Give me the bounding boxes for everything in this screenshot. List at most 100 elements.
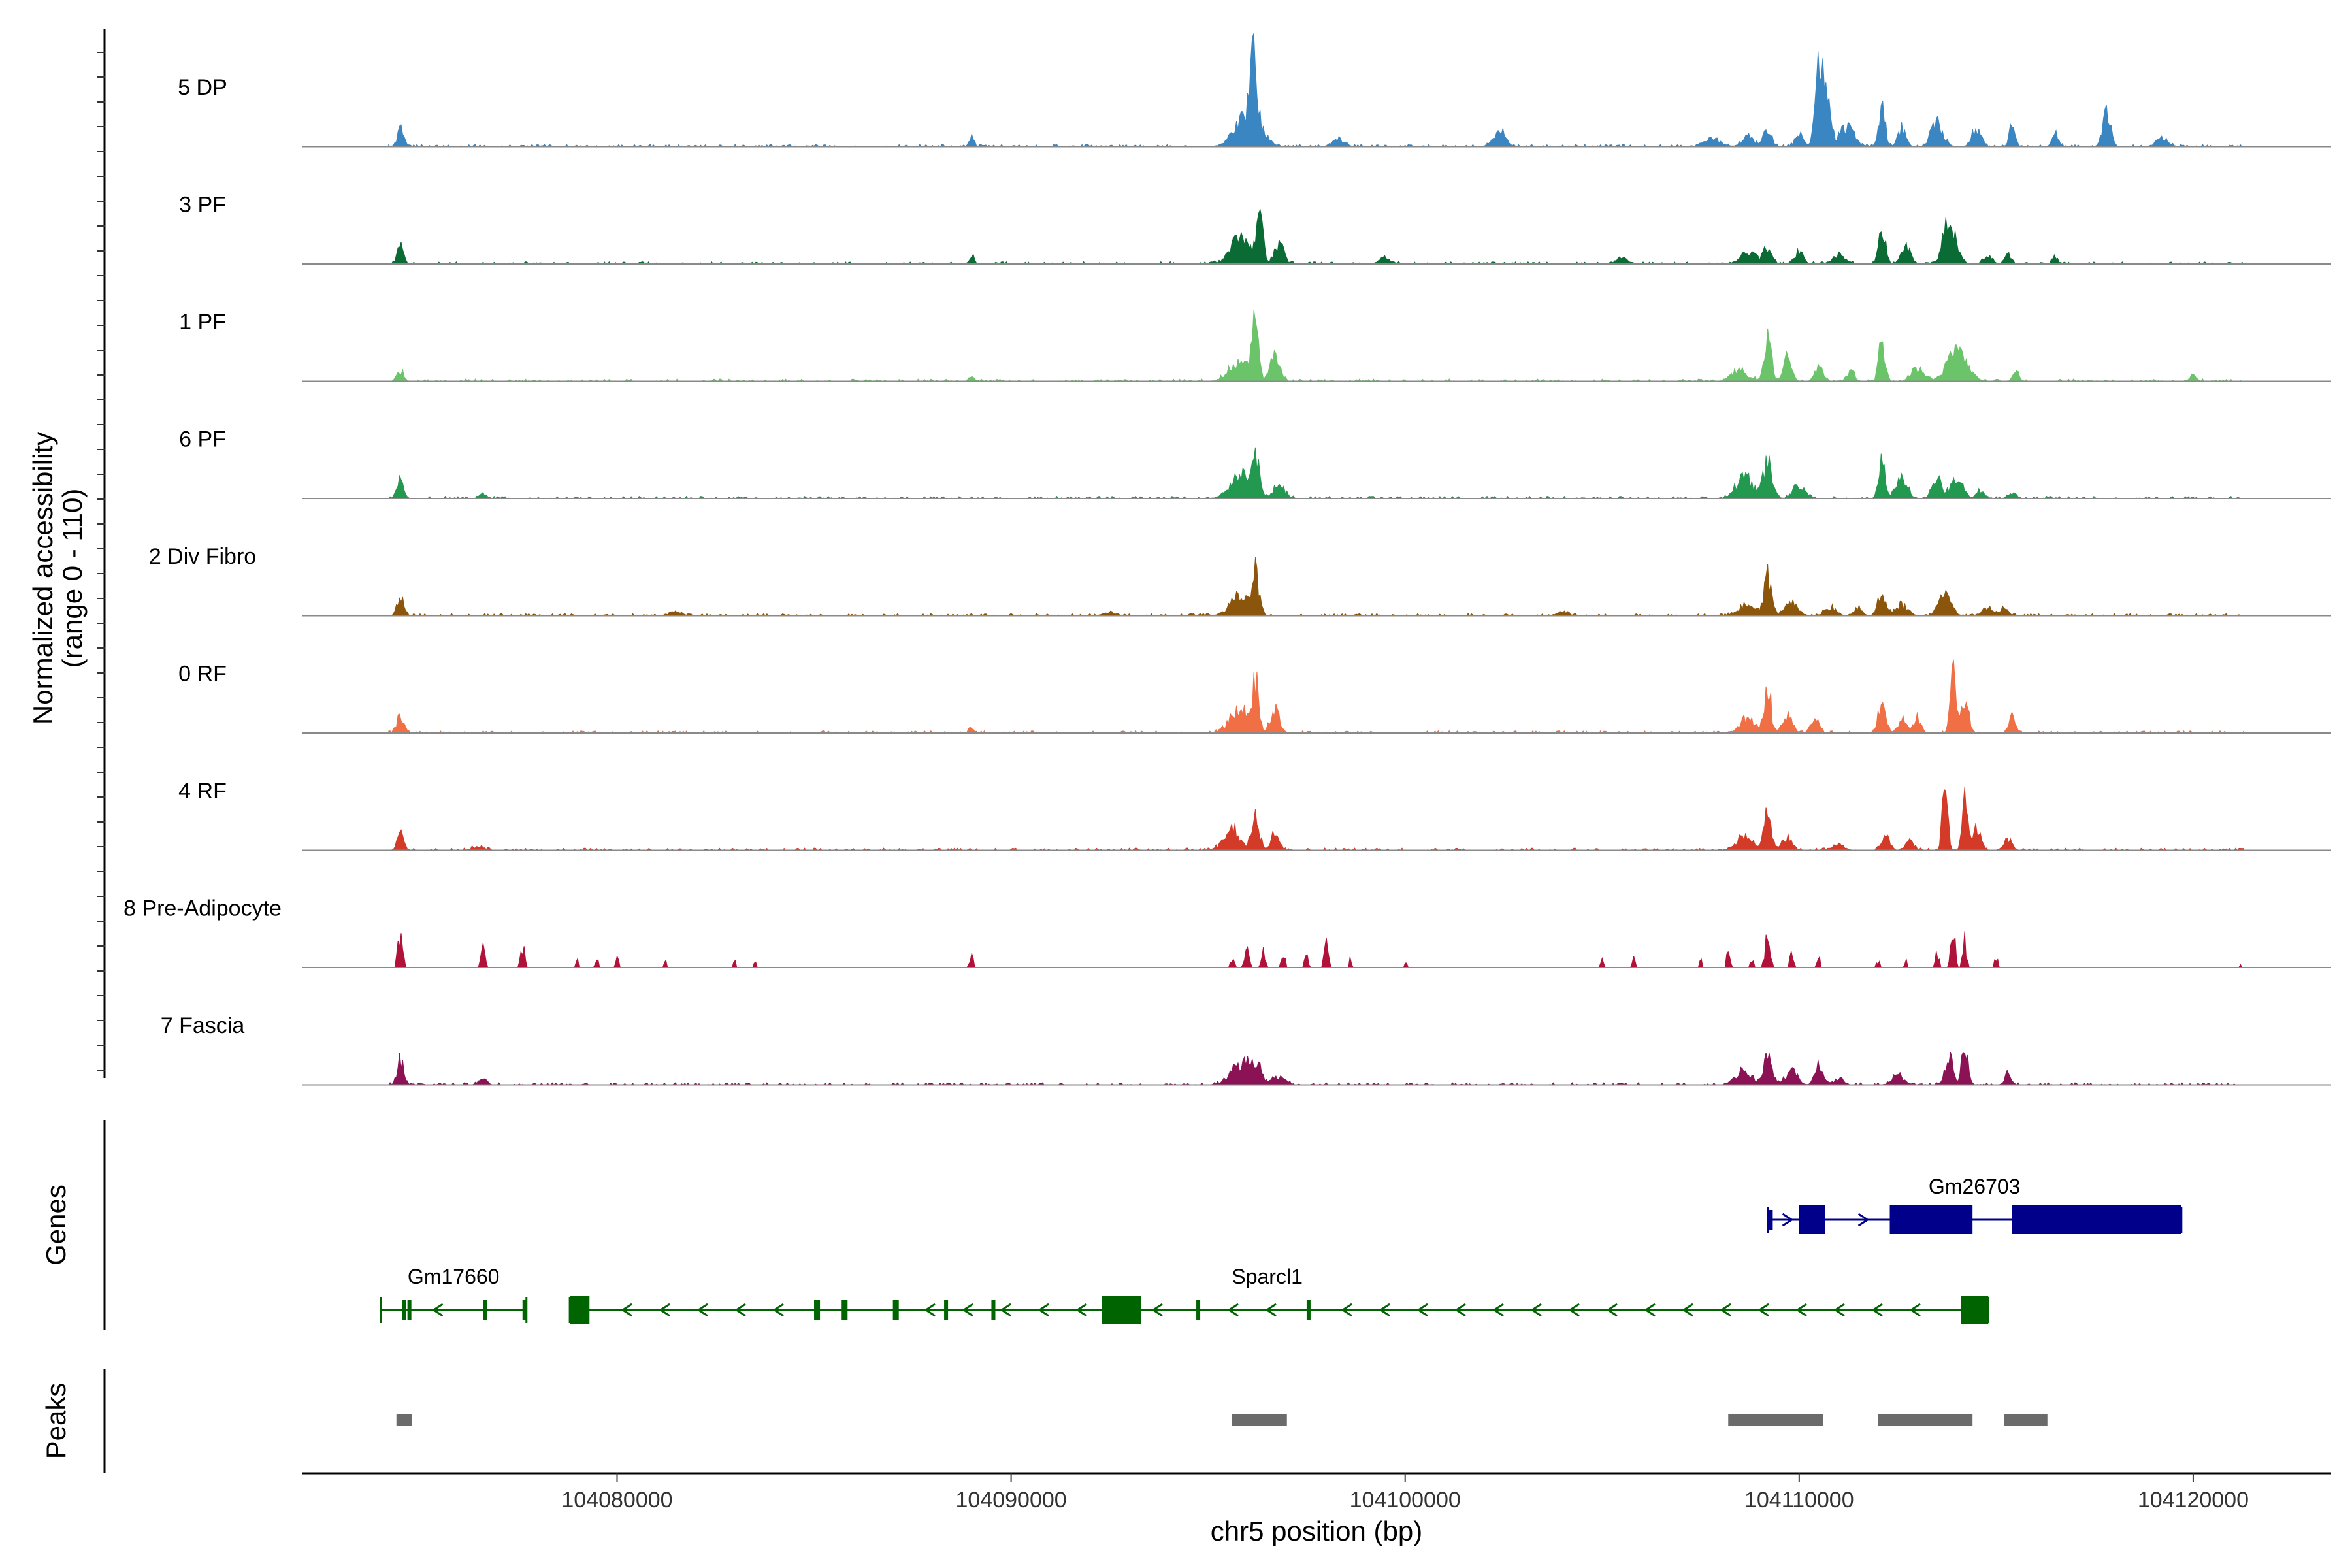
peak-regions xyxy=(396,1414,2048,1426)
strand-arrow xyxy=(734,1303,746,1317)
track-label: 6 PF xyxy=(179,427,226,452)
gene-name-label: Gm17660 xyxy=(408,1265,500,1288)
exon xyxy=(1768,1210,1773,1230)
track-7-fascia: 7 Fascia xyxy=(161,1013,2331,1086)
track-label: 8 Pre-Adipocyte xyxy=(123,896,282,921)
strand-arrow xyxy=(1644,1303,1656,1317)
x-tick-label: 104110000 xyxy=(1744,1488,1854,1512)
track-label: 0 RF xyxy=(178,662,227,687)
track-0-rf: 0 RF xyxy=(178,659,2331,734)
coverage-tracks: 5 DP 3 PF 1 PF 6 PF 2 Div Fibro 0 RF 4 RF 8 Pre… xyxy=(123,33,2331,1086)
strand-arrow xyxy=(1682,1303,1693,1317)
strand-arrow xyxy=(1757,1303,1769,1317)
gene-gm17660: Gm17660 xyxy=(380,1265,528,1323)
y-axis-ticks xyxy=(97,52,105,1071)
strand-arrow xyxy=(924,1303,936,1317)
exon xyxy=(814,1300,821,1320)
strand-arrow xyxy=(1416,1303,1428,1317)
track-2-div-fibro: 2 Div Fibro xyxy=(149,544,2331,617)
peak-region xyxy=(1878,1414,1973,1426)
coverage-area xyxy=(387,447,2244,499)
exon xyxy=(892,1300,899,1320)
strand-arrow xyxy=(1454,1303,1466,1317)
x-axis-ticks: 104080000 104090000 104100000 104110000 1041… xyxy=(561,1473,2249,1512)
peaks-axis-title: Peaks xyxy=(41,1383,71,1460)
strand-arrow xyxy=(1833,1303,1845,1317)
strand-arrow xyxy=(1530,1303,1542,1317)
exon xyxy=(944,1300,949,1320)
strand-arrow xyxy=(1871,1303,1883,1317)
track-4-rf: 4 RF xyxy=(178,779,2331,851)
x-axis-title: chr5 position (bp) xyxy=(1211,1516,1423,1546)
strand-arrow xyxy=(1227,1303,1239,1317)
gene-annotations: Gm26703 Gm17660 Sparcl1 xyxy=(380,1175,2183,1324)
y-axis-title-line1: Normalized accessibility xyxy=(27,432,58,725)
exon xyxy=(841,1300,848,1320)
strand-arrow xyxy=(1909,1303,1921,1317)
exon xyxy=(522,1300,527,1320)
strand-arrow xyxy=(621,1303,632,1317)
exon xyxy=(991,1300,996,1320)
x-tick-label: 104100000 xyxy=(1350,1488,1461,1512)
exon xyxy=(1196,1300,1201,1320)
exon xyxy=(402,1300,406,1320)
track-label: 2 Div Fibro xyxy=(149,544,256,569)
strand-arrow xyxy=(1037,1303,1049,1317)
genes-axis-title: Genes xyxy=(41,1184,71,1266)
exon xyxy=(570,1296,590,1324)
strand-arrow xyxy=(1151,1303,1163,1317)
strand-arrow xyxy=(1341,1303,1352,1317)
x-tick-label: 104120000 xyxy=(2138,1488,2249,1512)
track-label: 7 Fascia xyxy=(161,1013,245,1038)
coverage-area xyxy=(388,931,2244,968)
gene-sparcl1: Sparcl1 xyxy=(568,1265,1989,1324)
strand-arrow xyxy=(1857,1213,1870,1227)
exon xyxy=(407,1300,412,1320)
track-3-pf: 3 PF xyxy=(179,193,2331,265)
strand-arrow xyxy=(1568,1303,1580,1317)
coverage-area xyxy=(388,659,2244,734)
coverage-area xyxy=(388,557,2244,617)
exon xyxy=(1889,1205,1973,1234)
peak-region xyxy=(2004,1414,2048,1426)
peak-region xyxy=(1728,1414,1823,1426)
track-label: 1 PF xyxy=(179,310,226,335)
exon xyxy=(1799,1205,1825,1234)
strand-arrow xyxy=(696,1303,708,1317)
strand-arrow xyxy=(1795,1303,1807,1317)
exon xyxy=(2012,1205,2181,1234)
track-1-pf: 1 PF xyxy=(179,310,2331,382)
strand-arrow xyxy=(772,1303,784,1317)
strand-arrow xyxy=(1000,1303,1011,1317)
x-tick-label: 104080000 xyxy=(561,1488,672,1512)
exon xyxy=(1961,1296,1989,1324)
strand-arrow xyxy=(1606,1303,1618,1317)
strand-arrow xyxy=(659,1303,670,1317)
coverage-area xyxy=(388,787,2244,851)
strand-arrow xyxy=(1782,1213,1794,1227)
strand-arrow xyxy=(1265,1303,1277,1317)
track-label: 3 PF xyxy=(179,193,226,218)
strand-arrow xyxy=(431,1303,444,1317)
exon xyxy=(1306,1300,1311,1320)
coverage-area xyxy=(388,310,2244,382)
track-8-pre-adipocyte: 8 Pre-Adipocyte xyxy=(123,896,2331,968)
exon xyxy=(483,1300,487,1320)
gene-name-label: Sparcl1 xyxy=(1232,1265,1303,1288)
track-5-dp: 5 DP xyxy=(178,33,2331,148)
track-label: 4 RF xyxy=(178,779,227,804)
strand-arrow xyxy=(1492,1303,1504,1317)
peak-region xyxy=(396,1414,412,1426)
gene-gm26703: Gm26703 xyxy=(1767,1175,2183,1234)
strand-arrow xyxy=(1379,1303,1390,1317)
x-tick-label: 104090000 xyxy=(955,1488,1066,1512)
exon xyxy=(1102,1296,1141,1324)
coverage-area xyxy=(387,1051,2244,1086)
track-6-pf: 6 PF xyxy=(179,427,2331,499)
coverage-area xyxy=(388,33,2244,148)
gene-name-label: Gm26703 xyxy=(1929,1175,2021,1198)
strand-arrow xyxy=(1075,1303,1087,1317)
coverage-area xyxy=(388,208,2245,265)
strand-arrow xyxy=(1720,1303,1731,1317)
